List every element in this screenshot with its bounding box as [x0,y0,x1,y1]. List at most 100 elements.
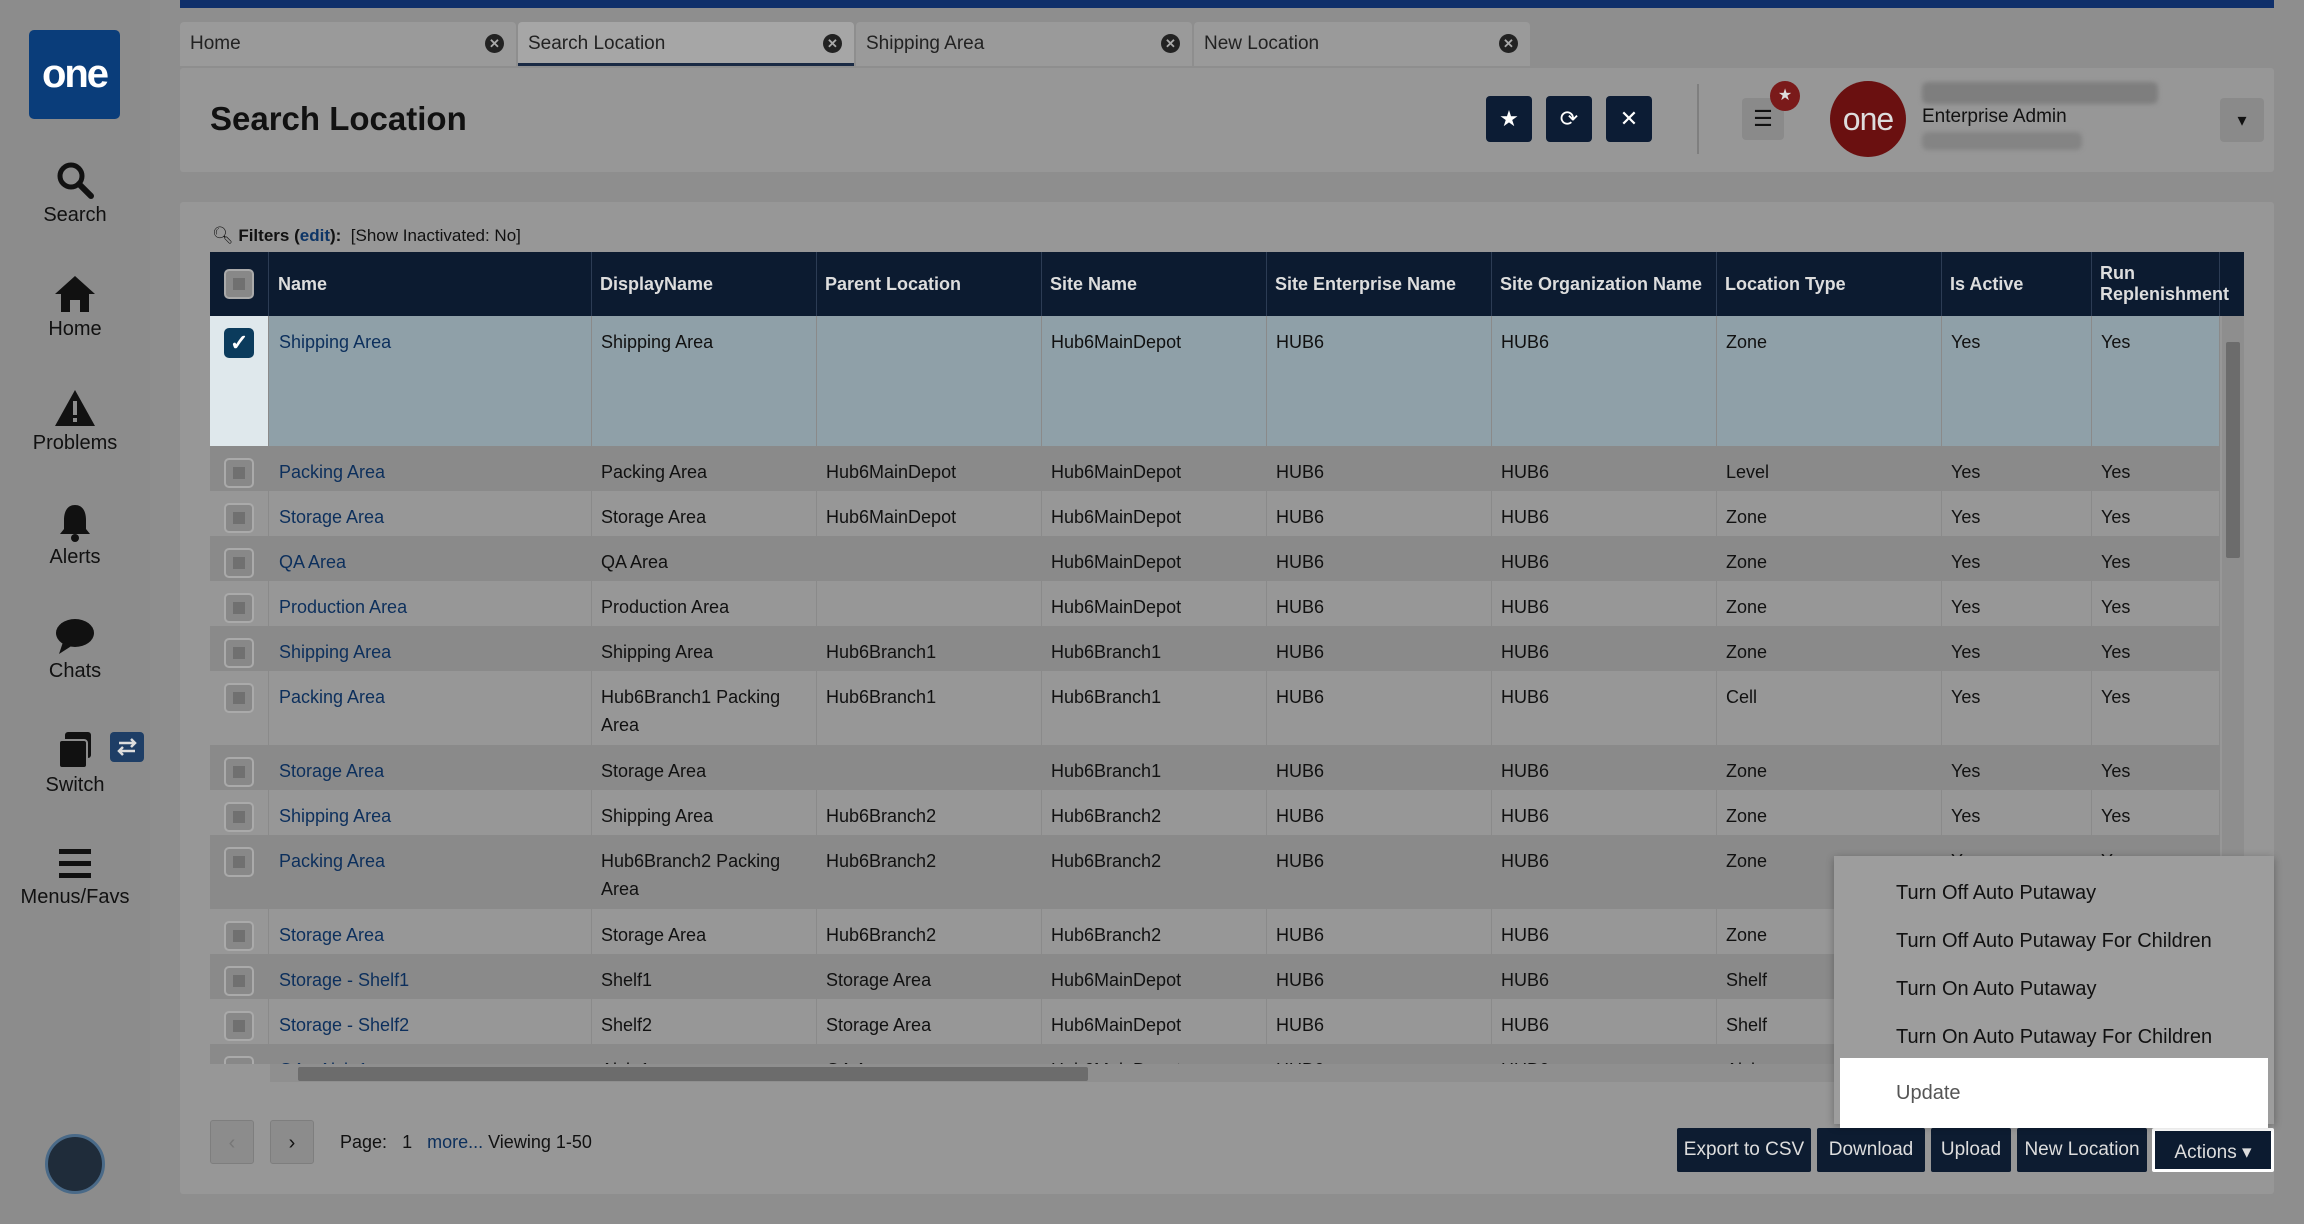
table-row[interactable]: Shipping Area Shipping Area Hub6Branch1 Hub… [210,626,2220,671]
column-header-parent-location[interactable]: Parent Location [817,252,1042,316]
cell-site-enterprise: HUB6 [1267,909,1492,954]
location-name-link[interactable]: Packing Area [270,446,592,491]
row-checkbox[interactable] [224,593,254,623]
column-header-site-organization[interactable]: Site Organization Name [1492,252,1717,316]
column-header-display-name[interactable]: DisplayName [592,252,817,316]
app-logo[interactable]: one [29,30,120,119]
column-header-run-replenishment[interactable]: Run Replenishment [2092,252,2229,316]
close-icon[interactable]: ✕ [1161,34,1180,53]
row-checkbox[interactable] [224,638,254,668]
column-header-name[interactable]: Name [270,252,592,316]
user-menu-button[interactable]: ▾ [2220,98,2264,142]
location-name-link[interactable]: Shipping Area [270,790,592,835]
row-checkbox[interactable] [224,921,254,951]
next-page-button[interactable]: › [270,1120,314,1164]
horizontal-scroll-thumb[interactable] [298,1067,1088,1081]
table-row[interactable]: QA - Aisle1Aisle1QA AreaHub6MainDepotHUB… [210,1044,2220,1064]
table-body: Shipping Area Shipping Area Hub6MainDepot H… [210,316,2220,1064]
table-row[interactable]: Storage Area Storage Area Hub6Branch1 HUB6 H… [210,745,2220,790]
table-row[interactable]: Shipping Area Shipping Area Hub6Branch2 Hub… [210,790,2220,835]
menu-item-turn-on-auto-putaway-children[interactable]: Turn On Auto Putaway For Children [1896,1026,2213,1048]
row-checkbox[interactable] [224,847,254,877]
sidebar-item-switch[interactable]: Switch [0,730,150,797]
row-checkbox[interactable] [224,458,254,488]
row-checkbox[interactable] [224,757,254,787]
column-header-site-enterprise[interactable]: Site Enterprise Name [1267,252,1492,316]
new-location-button[interactable]: New Location [2017,1128,2147,1172]
row-checkbox[interactable] [224,503,254,533]
tab-shipping-area[interactable]: Shipping Area ✕ [856,22,1192,66]
tab-search-location[interactable]: Search Location ✕ [518,22,854,66]
cell-parent-location [817,536,1042,581]
avatar[interactable]: one [1830,81,1906,157]
export-csv-button[interactable]: Export to CSV [1677,1128,1811,1172]
menu-item-update[interactable]: Update [1840,1058,2268,1128]
location-name-link[interactable]: Production Area [270,581,592,626]
favorite-button[interactable]: ★ [1486,96,1532,142]
sidebar-item-menus[interactable]: Menus/Favs [0,846,150,909]
location-name-link[interactable]: QA - Aisle1 [270,1044,592,1064]
close-icon[interactable]: ✕ [1499,34,1518,53]
more-pages-link[interactable]: more... [427,1132,484,1152]
sidebar-item-alerts[interactable]: Alerts [0,502,150,569]
table-row[interactable]: Storage Area Storage Area Hub6MainDepot Hub… [210,491,2220,536]
sidebar-item-home[interactable]: Home [0,274,150,341]
row-select-cell [210,316,269,446]
cell-location-type: Zone [1717,316,1942,446]
table-row[interactable]: Packing Area Packing Area Hub6MainDepot Hub… [210,446,2220,491]
row-checkbox[interactable] [224,683,254,713]
location-name-link[interactable]: Storage Area [270,909,592,954]
download-button[interactable]: Download [1817,1128,1925,1172]
table-row[interactable]: Production Area Production Area Hub6MainDe… [210,581,2220,626]
location-name-link[interactable]: Shipping Area [270,316,592,446]
switch-arrows-icon[interactable] [110,732,144,762]
actions-button[interactable]: Actions ▾ [2152,1128,2274,1172]
top-accent-bar [180,0,2274,8]
close-icon[interactable]: ✕ [485,34,504,53]
location-name-link[interactable]: Storage Area [270,491,592,536]
filters-bar: 🔍︎ Filters (edit): [Show Inactivated: No… [212,226,521,245]
location-name-link[interactable]: Storage Area [270,745,592,790]
menu-item-turn-off-auto-putaway-children[interactable]: Turn Off Auto Putaway For Children [1896,930,2212,952]
filters-edit-link[interactable]: edit [299,226,330,245]
refresh-button[interactable]: ⟳ [1546,96,1592,142]
row-checkbox[interactable] [224,328,254,358]
sidebar-item-search[interactable]: Search [0,160,150,227]
upload-button[interactable]: Upload [1931,1128,2011,1172]
cell-location-type: Cell [1717,671,1942,745]
row-select-cell [210,909,269,954]
close-page-button[interactable]: ✕ [1606,96,1652,142]
table-row[interactable]: Packing Area Hub6Branch1 Packing Area Hub6… [210,671,2220,745]
location-name-link[interactable]: Shipping Area [270,626,592,671]
column-header-location-type[interactable]: Location Type [1717,252,1942,316]
column-header-site-name[interactable]: Site Name [1042,252,1267,316]
row-checkbox[interactable] [224,802,254,832]
table-row[interactable]: QA Area QA Area Hub6MainDepot HUB6 HUB6 Zone Y… [210,536,2220,581]
cell-parent-location: Storage Area [817,954,1042,999]
sidebar-item-label: Home [48,318,102,340]
row-checkbox[interactable] [224,1056,254,1064]
row-checkbox[interactable] [224,548,254,578]
close-icon[interactable]: ✕ [823,34,842,53]
tab-new-location[interactable]: New Location ✕ [1194,22,1530,66]
location-name-link[interactable]: Storage - Shelf1 [270,954,592,999]
location-name-link[interactable]: Storage - Shelf2 [270,999,592,1044]
location-name-link[interactable]: Packing Area [270,671,592,745]
menu-item-turn-off-auto-putaway[interactable]: Turn Off Auto Putaway [1896,882,2097,904]
row-checkbox[interactable] [224,966,254,996]
prev-page-button[interactable]: ‹ [210,1120,254,1164]
tab-home[interactable]: Home ✕ [180,22,516,66]
user-avatar-icon[interactable] [45,1134,105,1194]
cell-parent-location: Hub6MainDepot [817,491,1042,536]
cell-parent-location: Storage Area [817,999,1042,1044]
sidebar-item-chats[interactable]: Chats [0,616,150,683]
sidebar-item-problems[interactable]: Problems [0,388,150,455]
menu-item-turn-on-auto-putaway[interactable]: Turn On Auto Putaway [1896,978,2097,1000]
column-header-is-active[interactable]: Is Active [1942,252,2092,316]
row-checkbox[interactable] [224,1011,254,1041]
location-name-link[interactable]: QA Area [270,536,592,581]
location-name-link[interactable]: Packing Area [270,835,592,909]
vertical-scroll-thumb[interactable] [2226,342,2240,558]
select-all-checkbox[interactable] [224,269,254,299]
